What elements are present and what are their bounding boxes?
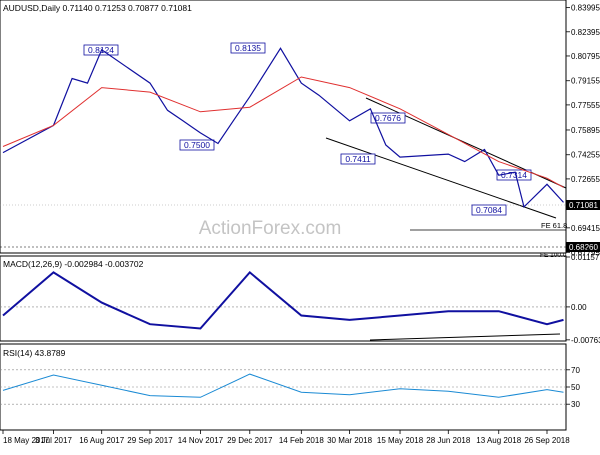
price-series-line <box>2 47 564 209</box>
annotation-text-0.7411: 0.7411 <box>345 154 371 164</box>
y-tick-label: 0.67795 <box>571 248 600 257</box>
y-tick-label: 50 <box>571 383 580 392</box>
price-panel-frame <box>0 0 567 254</box>
y-tick-label: 0.69415 <box>571 224 600 233</box>
current-price-flag <box>566 200 600 210</box>
x-tick-label: 13 Aug 2018 <box>476 436 521 445</box>
y-tick-label: 70 <box>571 366 580 375</box>
x-tick-label: 16 Aug 2017 <box>79 436 124 445</box>
y-tick-label: 30 <box>571 400 580 409</box>
moving-average-line <box>2 76 564 188</box>
annotation-box-0.8135 <box>230 42 266 54</box>
y-tick-label: 0.74255 <box>571 151 600 160</box>
y-tick-label: 0.82395 <box>571 28 600 37</box>
x-tick-label: 18 May 2017 <box>3 436 50 445</box>
annotation-text-0.7676: 0.7676 <box>375 113 401 123</box>
annotation-box-0.7500 <box>179 139 215 151</box>
y-tick-label: 0.00 <box>571 303 587 312</box>
x-tick-label: 15 May 2018 <box>377 436 424 445</box>
y-tick-label: 0.75895 <box>571 126 600 135</box>
macd-trendline <box>369 333 561 341</box>
macd-line <box>2 271 564 330</box>
macd-panel-frame <box>0 255 567 342</box>
annotation-box-0.7314 <box>496 169 532 181</box>
x-tick-label: 14 Feb 2018 <box>279 436 324 445</box>
price-flag-0.68260 <box>566 242 600 252</box>
watermark: ActionForex.com <box>199 218 342 239</box>
rsi-line <box>2 373 564 398</box>
y-tick-label: 0.79155 <box>571 77 600 86</box>
annotation-box-0.7411 <box>340 153 376 165</box>
x-tick-label: 30 Mar 2018 <box>327 436 372 445</box>
x-tick-label: 26 Sep 2018 <box>524 436 570 445</box>
annotation-text-0.7084: 0.7084 <box>476 205 502 215</box>
y-tick-label: -0.007634 <box>571 336 600 345</box>
annotation-text-0.8135: 0.8135 <box>235 43 261 53</box>
instrument-label: AUDUSD,Daily 0.71140 0.71253 0.70877 0.7… <box>3 3 192 13</box>
y-tick-label: 0.83995 <box>571 4 600 13</box>
rsi-label: RSI(14) 43.8789 <box>3 348 66 358</box>
x-tick-label: 29 Sep 2017 <box>127 436 173 445</box>
annotation-box-0.7084 <box>471 204 507 216</box>
x-tick-label: 3 Jul 2017 <box>35 436 72 445</box>
x-tick-label: 14 Nov 2017 <box>178 436 224 445</box>
x-tick-label: 29 Dec 2017 <box>227 436 273 445</box>
series-layer <box>2 47 564 398</box>
annotation-text-0.7500: 0.7500 <box>184 140 210 150</box>
y-tick-label: 0.77555 <box>571 101 600 110</box>
x-tick-label: 28 Jun 2018 <box>426 436 471 445</box>
current-price-flag-text: 0.71081 <box>569 201 598 210</box>
annotation-fe-618: FE 61.8 <box>541 221 567 230</box>
annotation-box-0.7676 <box>370 112 406 124</box>
macd-label: MACD(12,26,9) -0.002984 -0.003702 <box>3 259 144 269</box>
y-tick-label: 0.80795 <box>571 52 600 61</box>
y-tick-label: 0.72655 <box>571 175 600 184</box>
channel-lower-line <box>325 137 557 219</box>
price-flag-text-0.68260: 0.68260 <box>569 243 598 252</box>
annotations: 0.8124 0.8135 0.7500 0.7411 0.7676 0.731… <box>83 42 600 259</box>
annotation-fe-100: FE 100.0 <box>540 252 567 259</box>
grid-layer <box>0 306 566 405</box>
annotation-text-0.7314: 0.7314 <box>501 170 527 180</box>
y-tick-label: 0.011571 <box>571 253 600 262</box>
